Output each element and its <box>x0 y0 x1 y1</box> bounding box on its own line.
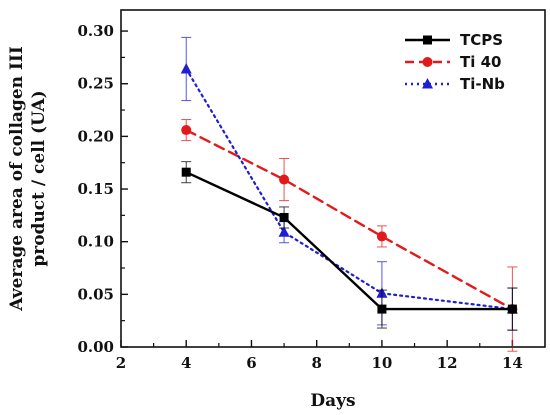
x-tick-label: 4 <box>181 354 191 372</box>
x-tick-label: 10 <box>371 354 392 372</box>
legend-label: Ti-Nb <box>460 75 505 93</box>
x-tick-label: 2 <box>116 354 126 372</box>
data-point-marker <box>377 304 387 314</box>
data-point-marker <box>423 35 432 45</box>
y-tick-label: 0.10 <box>77 233 114 251</box>
legend-item: Ti-Nb <box>405 75 505 93</box>
plot-frame <box>120 9 546 348</box>
x-tick-label: 6 <box>246 354 256 372</box>
x-axis-title: Days <box>310 391 355 411</box>
y-tick-label: 0.15 <box>77 180 114 198</box>
y-tick-label: 0.25 <box>77 75 114 93</box>
data-point-marker <box>422 57 433 67</box>
data-point-marker <box>279 212 289 222</box>
y-axis-title-line-2: product / cell (UA) <box>29 90 49 266</box>
x-tick-label: 8 <box>311 354 321 372</box>
legend: TCPS Ti 40 Ti-Nb <box>399 26 535 98</box>
plot-area: 2 4 6 8 10 12 14 0.00 0.05 0.10 0.15 0.20 0.25 0.30 <box>77 9 546 372</box>
y-tick-label: 0.20 <box>77 127 114 145</box>
series-line <box>185 170 514 311</box>
data-point-marker <box>376 231 387 242</box>
data-point-marker <box>181 125 192 136</box>
data-point-marker <box>180 62 192 74</box>
x-axis-ticks: 2 4 6 8 10 12 14 <box>116 340 523 372</box>
data-point-marker <box>507 304 517 314</box>
data-point-marker <box>422 78 433 89</box>
legend-label: Ti 40 <box>460 53 501 71</box>
x-tick-label: 14 <box>502 354 523 372</box>
legend-item: Ti 40 <box>405 53 501 71</box>
y-tick-label: 0.05 <box>77 285 114 303</box>
data-point-marker <box>278 226 290 237</box>
y-axis-title-line-1: Average area of collagen III <box>7 46 27 312</box>
series-layer <box>180 36 518 352</box>
series-line <box>185 128 514 311</box>
legend-item: TCPS <box>405 31 503 49</box>
series-line <box>185 67 514 311</box>
series-ti-40 <box>181 119 518 352</box>
data-point-marker <box>279 174 290 185</box>
x-tick-label: 12 <box>437 354 458 372</box>
legend-label: TCPS <box>460 31 503 49</box>
y-axis-ticks: 0.00 0.05 0.10 0.15 0.20 0.25 0.30 <box>77 22 128 356</box>
y-tick-label: 0.00 <box>77 338 114 356</box>
series-tcps <box>181 161 518 331</box>
y-tick-label: 0.30 <box>77 22 114 40</box>
data-point-marker <box>181 167 191 177</box>
